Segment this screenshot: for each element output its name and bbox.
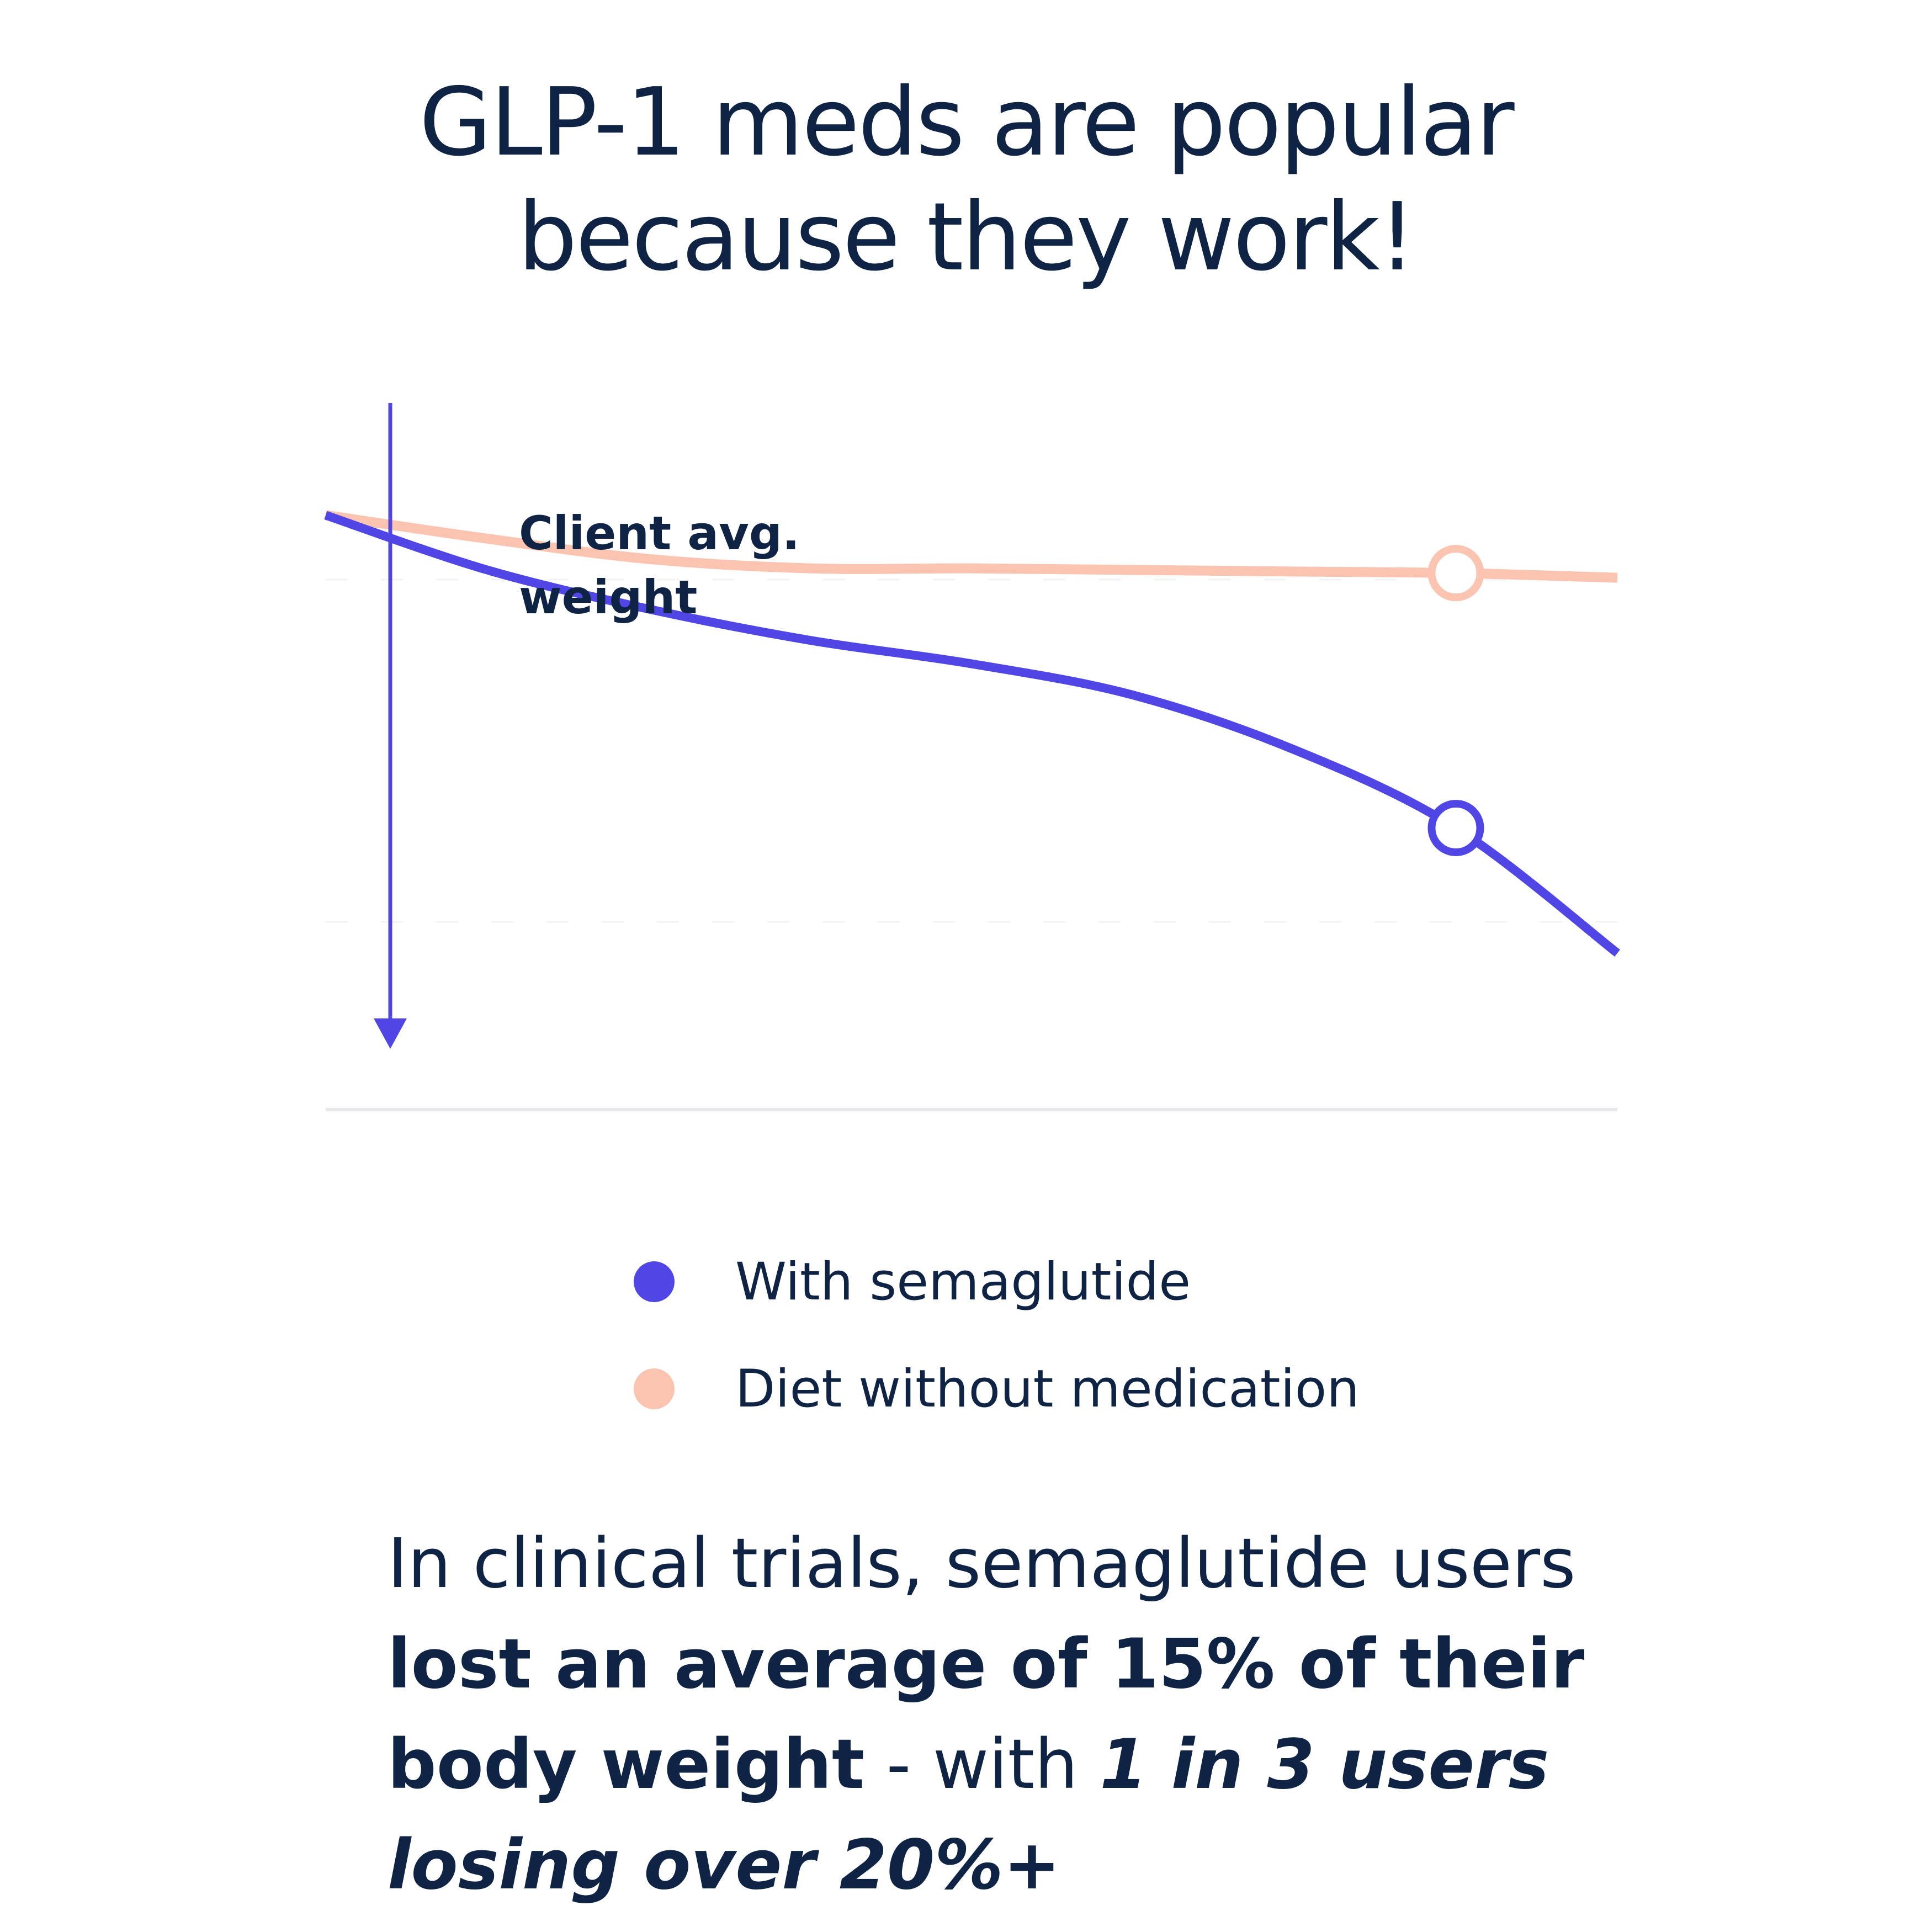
summary-text-2: - with xyxy=(864,1725,1100,1804)
summary-text-1: In clinical trials, semaglutide users xyxy=(388,1524,1576,1604)
legend-label: Diet without medication xyxy=(735,1358,1360,1419)
chart-markers xyxy=(1427,545,1484,856)
summary-emphasis-2: 1 in 3 users losing over 20%+ xyxy=(388,1725,1549,1905)
y-axis-label-line-1: Client avg. xyxy=(519,506,800,560)
clinical-trials-summary: In clinical trials, semaglutide users lo… xyxy=(388,1514,1712,1915)
legend-dot-icon xyxy=(634,1261,675,1302)
series-line-diet xyxy=(325,510,1618,583)
headline-line-2: because they work! xyxy=(517,183,1416,292)
headline: GLP-1 meds are popular because they work… xyxy=(0,65,1932,295)
marker-diet xyxy=(1427,545,1484,602)
summary-emphasis-1: lost an average of 15% of their body wei… xyxy=(388,1625,1585,1804)
marker-semaglutide xyxy=(1427,800,1484,856)
chart-gridlines xyxy=(326,578,1617,923)
series-line-semaglutide xyxy=(324,511,1620,957)
y-axis-label-line-2: weight xyxy=(519,570,697,624)
legend-label: With semaglutide xyxy=(735,1251,1191,1312)
chart-legend: With semaglutide Diet without medication xyxy=(634,1228,1360,1442)
legend-item-semaglutide: With semaglutide xyxy=(634,1228,1360,1335)
chart-series xyxy=(324,510,1620,957)
legend-item-diet: Diet without medication xyxy=(634,1335,1360,1442)
y-axis-arrow xyxy=(374,403,407,1049)
y-axis-label: Client avg. weight xyxy=(519,506,816,624)
legend-dot-icon xyxy=(634,1368,675,1409)
headline-line-1: GLP-1 meds are popular xyxy=(419,68,1514,177)
